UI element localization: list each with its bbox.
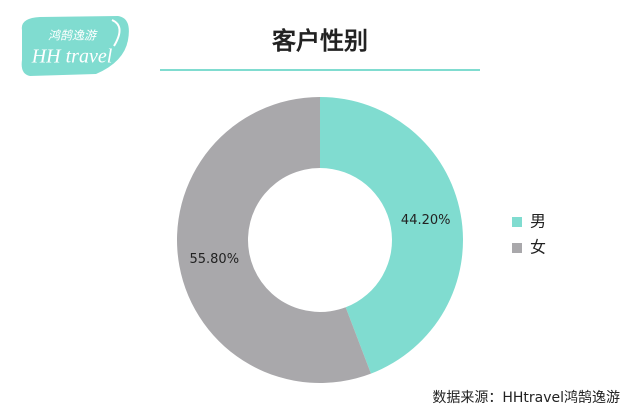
logo-swoosh xyxy=(111,19,121,47)
legend-swatch xyxy=(512,243,522,253)
data-label: 55.80% xyxy=(189,252,239,267)
legend-label: 女 xyxy=(530,238,546,257)
chart-title: 客户性别 xyxy=(272,27,368,55)
donut-slice xyxy=(320,97,463,374)
data-label: 44.20% xyxy=(401,213,451,228)
legend-swatch xyxy=(512,217,522,227)
logo-chinese: 鸿鹄逸游 xyxy=(48,29,98,43)
logo-badge xyxy=(21,16,129,76)
source-note: 数据来源：HHtravel鸿鹄逸游 xyxy=(432,389,620,406)
logo-english: HH travel xyxy=(31,46,113,68)
legend-label: 男 xyxy=(530,212,546,231)
donut-slice xyxy=(177,97,371,383)
